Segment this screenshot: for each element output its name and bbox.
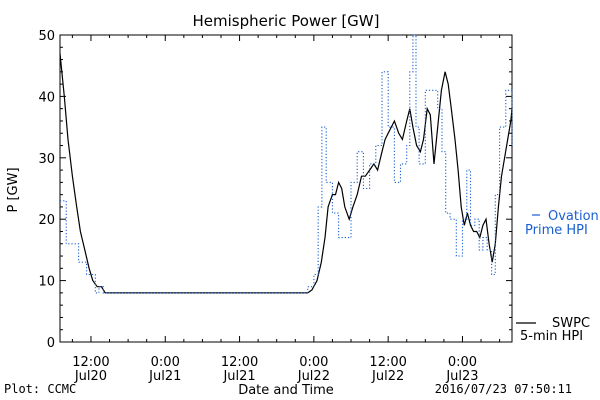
- chart-title: Hemispheric Power [GW]: [193, 12, 380, 30]
- x-tick-date-label: Jul23: [445, 369, 478, 384]
- series-line-swpc: [59, 53, 513, 294]
- legend-swpc-label-2: 5-min HPI: [520, 329, 583, 344]
- x-tick-date-label: Jul22: [371, 369, 404, 384]
- x-tick-time-label: 12:00: [72, 355, 109, 370]
- y-tick-label: 40: [38, 90, 55, 105]
- y-tick-label: 50: [38, 29, 55, 44]
- y-tick-label: 10: [38, 275, 55, 290]
- x-tick-time-label: 0:00: [448, 355, 477, 370]
- x-tick-time-label: 0:00: [151, 355, 180, 370]
- footer-timestamp: 2016/07/23 07:50:11: [434, 382, 572, 396]
- y-axis-label: P [GW]: [6, 167, 21, 212]
- x-tick-time-label: 12:00: [369, 355, 406, 370]
- legend-ovation-label-2: Prime HPI: [525, 223, 588, 238]
- x-tick-date-label: Jul21: [148, 369, 181, 384]
- plot-frame: [59, 34, 513, 343]
- y-tick-label: 30: [38, 152, 55, 167]
- plot-area: 0102030405012:00Jul200:00Jul2112:00Jul21…: [38, 29, 513, 384]
- x-tick-time-label: 0:00: [299, 355, 328, 370]
- x-axis-label: Date and Time: [238, 383, 334, 398]
- legend-ovation-label-1: Ovation: [548, 209, 599, 224]
- x-tick-date-label: Jul22: [297, 369, 330, 384]
- y-tick-label: 20: [38, 213, 55, 228]
- footer-credit: Plot: CCMC: [4, 382, 77, 396]
- y-tick-label: 0: [47, 336, 55, 351]
- legend-swpc-label-1: SWPC: [552, 316, 590, 331]
- x-tick-date-label: Jul20: [74, 369, 107, 384]
- x-tick-date-label: Jul21: [222, 369, 255, 384]
- x-tick-time-label: 12:00: [221, 355, 258, 370]
